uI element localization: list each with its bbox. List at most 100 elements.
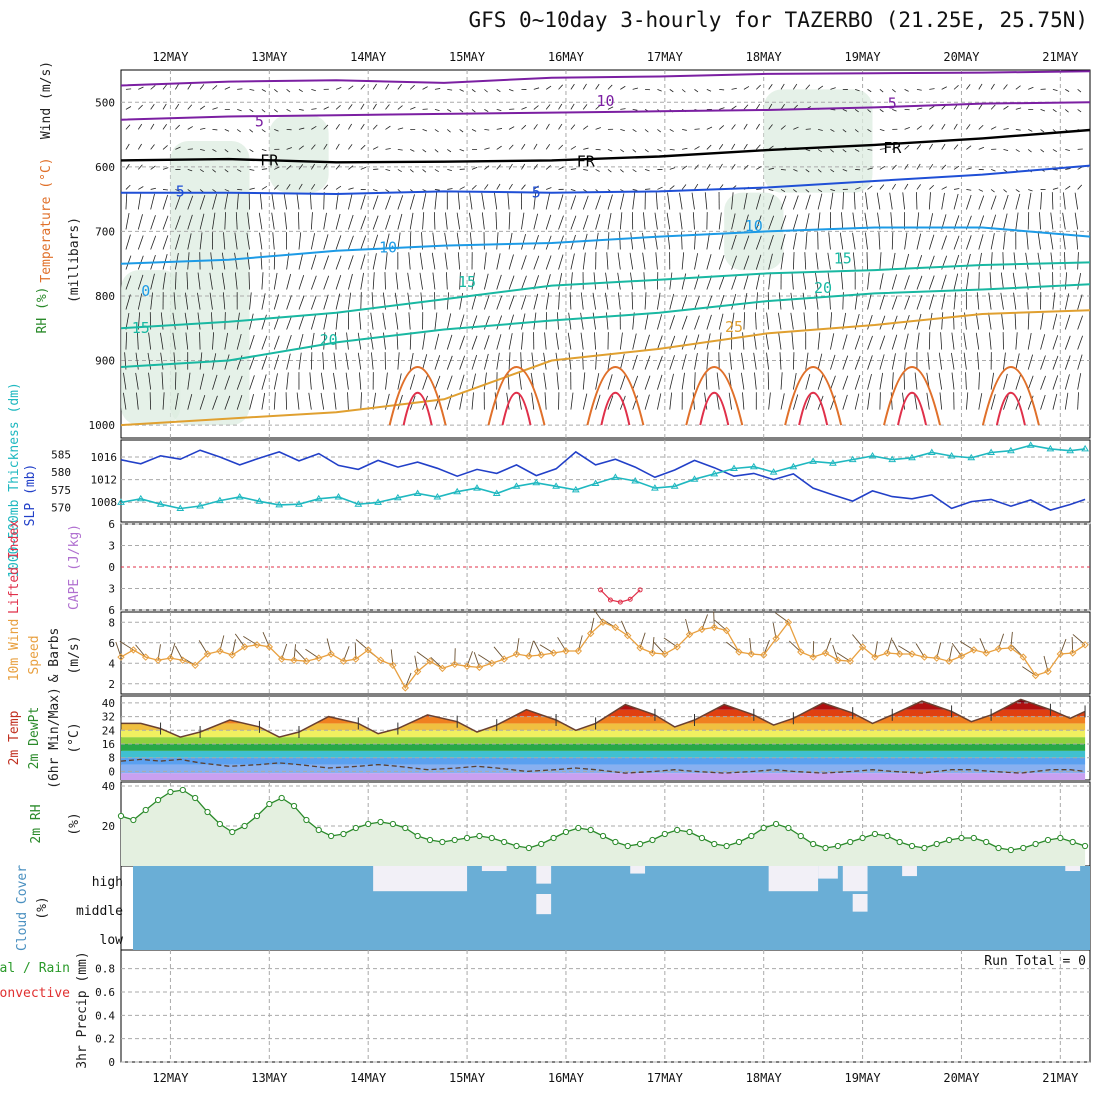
wind-barb xyxy=(382,312,386,330)
wind-barb xyxy=(521,163,526,170)
wind-barb xyxy=(521,313,526,330)
wind-barb xyxy=(237,88,243,90)
wind-barb xyxy=(829,292,831,310)
wind-barb xyxy=(323,255,330,270)
wind-barb xyxy=(360,103,365,110)
wind-barb xyxy=(989,272,992,290)
wind-barb xyxy=(298,315,305,330)
wind-barb xyxy=(681,294,688,310)
wind-barb xyxy=(545,255,552,270)
data-point xyxy=(698,625,706,634)
wind-barb xyxy=(184,312,189,330)
wind-barb xyxy=(298,89,303,93)
wind-barb xyxy=(854,393,860,410)
wind-barb xyxy=(372,146,379,150)
wind-barb xyxy=(852,212,856,230)
isotherm-line xyxy=(120,101,1091,121)
wind-barb xyxy=(644,334,650,350)
wind-barb xyxy=(990,372,995,390)
data-point xyxy=(1026,441,1035,448)
wind-barb xyxy=(260,252,263,270)
wind-barb xyxy=(768,272,771,290)
wind-barb xyxy=(792,214,799,230)
wind-barb xyxy=(766,312,770,330)
wind-barb xyxy=(283,192,288,210)
wind-barb xyxy=(422,375,428,390)
isotherm-line xyxy=(120,70,1091,87)
wind-barb xyxy=(778,332,782,350)
wind-barb xyxy=(459,109,464,113)
wind-barb xyxy=(311,183,316,190)
wind-barb xyxy=(657,314,663,330)
wind-barb xyxy=(261,186,268,190)
wind-barb xyxy=(938,372,943,390)
wind-barb xyxy=(434,108,440,111)
wind-barb xyxy=(137,214,143,230)
wind-barb xyxy=(1003,194,1009,210)
wind-barb xyxy=(372,253,377,270)
wind-barb xyxy=(792,232,797,250)
wind-barb xyxy=(941,293,946,310)
data-point xyxy=(1081,641,1089,649)
wind-barb xyxy=(348,187,354,190)
y-axis-label: 3hr Precip (mm) xyxy=(75,951,90,1068)
wind-barb xyxy=(1063,192,1066,210)
wind-barb xyxy=(335,143,340,150)
wind-barb xyxy=(1077,89,1082,93)
cloud-gap xyxy=(768,866,819,892)
data-point xyxy=(834,656,842,664)
wind-barb xyxy=(682,129,687,131)
isotherm-arc xyxy=(388,366,447,426)
wind-barb xyxy=(199,169,205,173)
wind-barb xyxy=(793,83,798,90)
wind-barb xyxy=(963,332,967,350)
wind-barb xyxy=(172,312,176,330)
date-label-bottom: 13MAY xyxy=(251,1071,288,1085)
wind-barb xyxy=(1074,212,1079,230)
wind-barb xyxy=(247,212,250,230)
wind-barb xyxy=(496,183,501,190)
contour-label: 10 xyxy=(745,217,763,235)
y-tick-label: 600 xyxy=(95,161,115,174)
y-axis-label: (%) xyxy=(35,896,50,919)
wind-barb xyxy=(1040,129,1045,133)
wind-barb xyxy=(928,312,933,330)
data-point xyxy=(947,452,956,459)
wind-barb xyxy=(444,232,448,250)
wind-barb xyxy=(966,194,972,210)
wind-barb xyxy=(335,213,341,230)
wind-barb xyxy=(434,189,440,191)
wind-barb xyxy=(617,252,621,270)
wind-barb xyxy=(1050,212,1054,230)
wind-barb xyxy=(259,232,263,250)
wind-barb xyxy=(1077,354,1083,370)
wind-barb xyxy=(173,352,176,370)
wind-barb xyxy=(817,193,823,210)
wind-barb xyxy=(780,189,786,192)
wind-barb xyxy=(555,352,559,370)
data-point xyxy=(661,650,669,658)
wind-barb xyxy=(360,166,367,170)
wind-barb xyxy=(953,123,958,130)
wind-barb xyxy=(261,314,267,330)
data-point xyxy=(858,643,867,651)
wind-barb xyxy=(878,232,881,250)
wind-barb xyxy=(385,372,388,390)
cloud-gap xyxy=(902,866,917,877)
wind-barb xyxy=(237,109,242,112)
wind-barb xyxy=(397,373,402,390)
wind-barb xyxy=(704,192,708,210)
wind-barb xyxy=(221,252,226,270)
wind-barb xyxy=(298,295,305,310)
data-point xyxy=(176,504,185,511)
wind-barb xyxy=(765,332,770,350)
wind-barb xyxy=(743,214,749,230)
wind-barb xyxy=(234,232,238,250)
wind-barb xyxy=(731,294,737,310)
wind-barb xyxy=(323,163,328,170)
wind-barb xyxy=(855,88,860,92)
wind-barb xyxy=(175,124,180,130)
wind-barb xyxy=(978,234,984,250)
wind-barb xyxy=(224,86,231,90)
